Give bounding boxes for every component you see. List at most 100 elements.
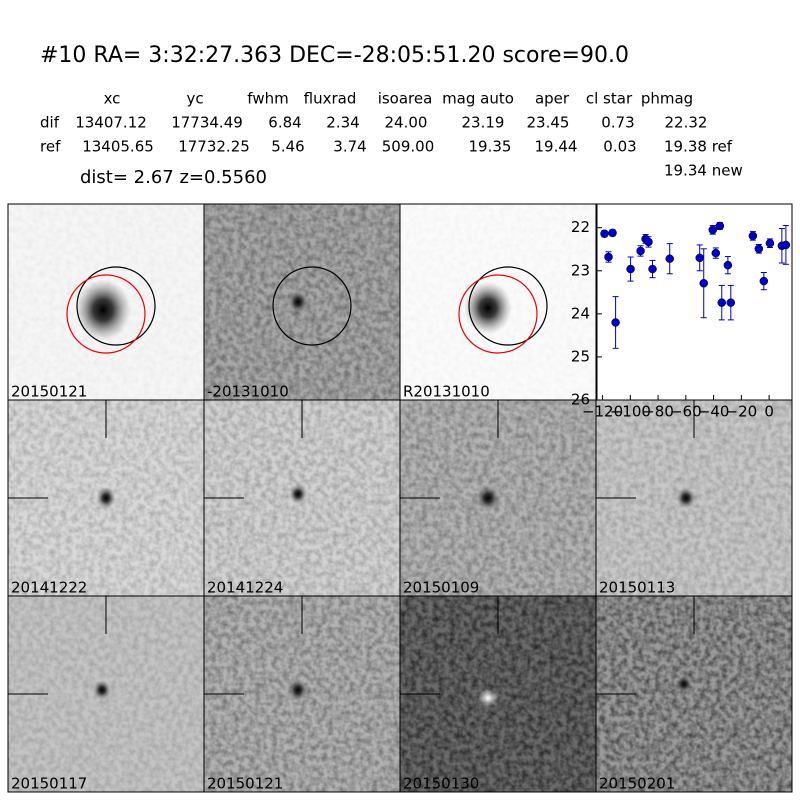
error-bar [611, 296, 620, 349]
cell: 3.74 [333, 138, 366, 156]
point [644, 237, 653, 247]
cell: 19.38 ref [664, 138, 733, 156]
error-bar [648, 259, 657, 279]
title: #10 RA= 3:32:27.363 DEC=-28:05:51.20 sco… [40, 43, 629, 68]
point [726, 298, 736, 307]
stamp-label: 20141224 [207, 579, 283, 597]
aperture [458, 274, 538, 354]
column-header: isoarea [378, 90, 433, 108]
error-bar [765, 238, 775, 249]
error-bar [726, 284, 736, 321]
x-tick-label: −120 [582, 403, 623, 421]
error-bar [717, 284, 727, 321]
cell: 19.34 new [664, 162, 743, 180]
cell: 5.46 [271, 138, 304, 156]
cell: 19.35 [469, 138, 512, 156]
point [626, 264, 635, 274]
y-tick-label: 24 [571, 304, 590, 322]
source [676, 487, 696, 509]
y-tick-label: 23 [571, 261, 590, 279]
point [648, 264, 657, 274]
point [781, 240, 791, 250]
column-header: xc [104, 90, 121, 108]
error-bar [708, 225, 718, 235]
aperture [468, 266, 548, 346]
error-bar [711, 247, 721, 259]
point [608, 228, 617, 238]
x-tick-label: −80 [642, 403, 674, 421]
point [765, 238, 775, 248]
point [715, 221, 725, 231]
stamp-label: 20150117 [11, 775, 87, 793]
error-bar [699, 248, 708, 319]
source [476, 484, 500, 512]
point [754, 244, 764, 254]
cell: 13405.65 [82, 138, 154, 156]
error-bar [723, 256, 733, 275]
cell: 0.73 [601, 114, 634, 132]
stamp-label: -20131010 [207, 383, 289, 401]
stamp-label: 20150201 [599, 775, 675, 793]
source [478, 689, 498, 707]
point [665, 254, 674, 263]
source [75, 279, 131, 341]
point [748, 231, 758, 241]
point [611, 318, 620, 327]
stamp-frame [595, 595, 793, 793]
plot-area [597, 204, 792, 400]
aperture [272, 266, 352, 346]
source [676, 675, 692, 693]
error-bar [715, 221, 725, 231]
column-header: aper [535, 90, 570, 108]
row-label: ref [40, 138, 61, 156]
cell: 0.03 [603, 138, 636, 156]
cell: 509.00 [382, 138, 435, 156]
source [464, 281, 512, 335]
cell: 23.45 [527, 114, 570, 132]
stamp-label: 20150121 [11, 383, 87, 401]
cell: 2.34 [326, 114, 359, 132]
point [723, 260, 733, 270]
error-bar [759, 271, 769, 291]
cell: 23.19 [462, 114, 505, 132]
cell: 6.84 [268, 114, 301, 132]
column-header: yc [186, 90, 203, 108]
source [288, 679, 308, 701]
row-label: dif [40, 114, 60, 132]
error-bar [600, 229, 609, 238]
stamp-label: 20150130 [403, 775, 479, 793]
source [288, 291, 308, 313]
source [96, 487, 116, 509]
point [699, 279, 708, 288]
column-header: cl star [586, 90, 633, 108]
error-bar [748, 231, 758, 241]
error-bar [604, 251, 613, 263]
x-tick-label: −100 [610, 403, 651, 421]
aperture [66, 274, 146, 354]
error-bar [608, 228, 617, 238]
cell: 17734.49 [171, 114, 243, 132]
error-bar [754, 243, 764, 254]
point [600, 229, 609, 238]
x-tick-label: 0 [764, 403, 774, 421]
stamp-label: 20141222 [11, 579, 87, 597]
dist-line: dist= 2.67 z=0.5560 [80, 167, 267, 188]
plot-frame [596, 203, 793, 401]
error-bar [781, 225, 791, 265]
y-tick-label: 26 [571, 391, 590, 409]
error-bar [644, 236, 653, 248]
stamp-label: 20150109 [403, 579, 479, 597]
error-bar [636, 245, 645, 257]
error-bar [665, 243, 674, 275]
point [695, 253, 704, 263]
point [708, 225, 718, 235]
y-tick-label: 25 [571, 347, 590, 365]
table: xc yc fwhm fluxrad isoarea mag auto aper… [40, 90, 743, 180]
column-header: phmag [641, 90, 693, 108]
stamp-label: R20131010 [403, 383, 490, 401]
point [711, 248, 721, 258]
aperture [76, 266, 156, 346]
point [636, 246, 645, 256]
error-bar [626, 256, 635, 282]
